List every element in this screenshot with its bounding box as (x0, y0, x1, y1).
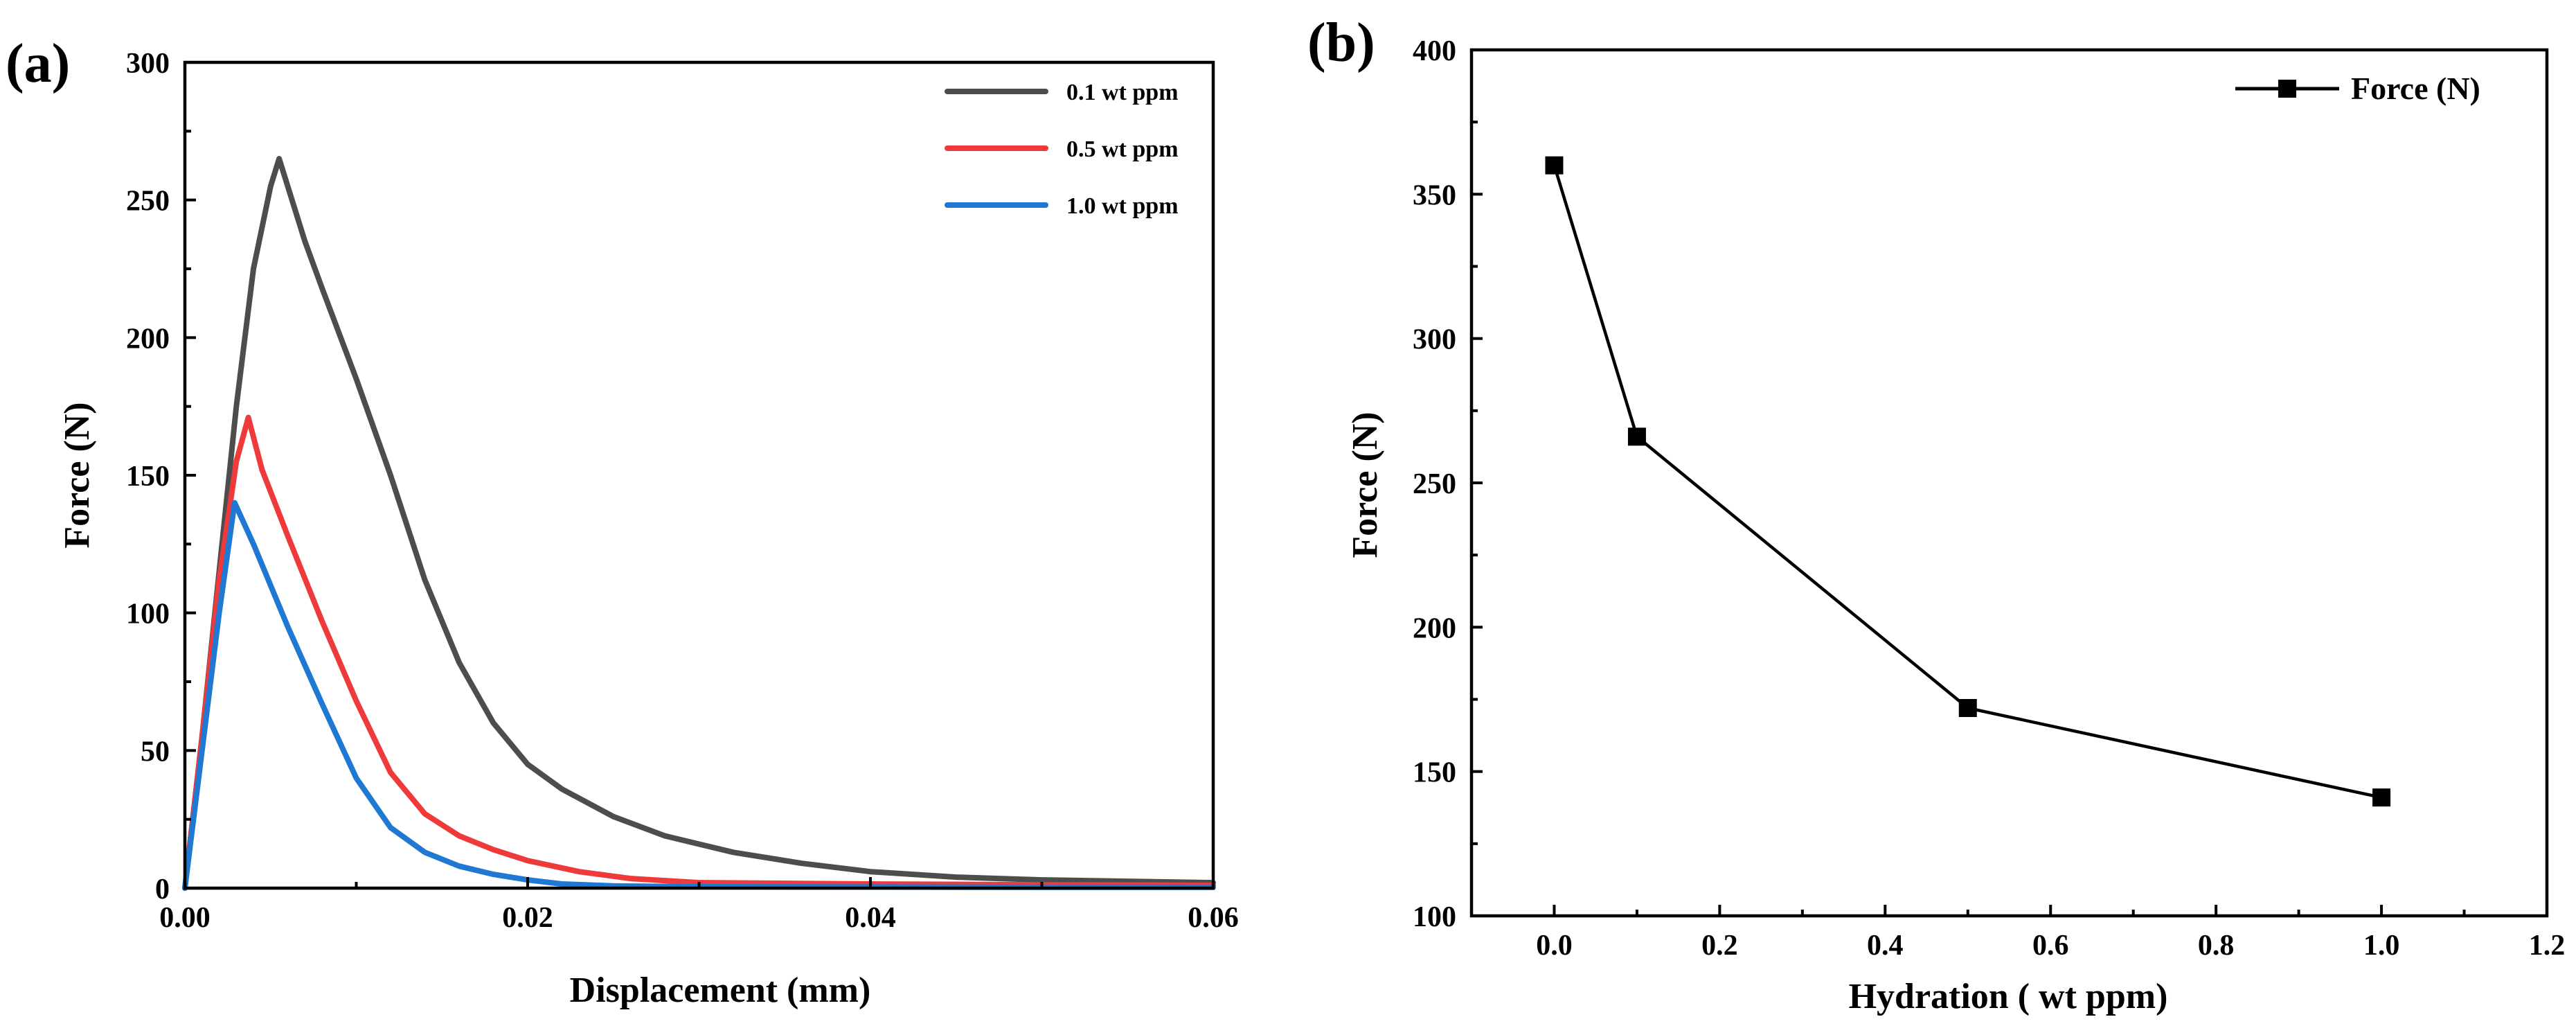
panel-a-x-tick-label: 0.02 (502, 902, 553, 934)
panel-b-y-tick-label: 250 (1413, 468, 1456, 500)
panel-b-x-tick-label: 0.0 (1536, 930, 1573, 962)
panel-b-x-tick-label: 0.8 (2198, 930, 2235, 962)
panel-b-y-tick-label: 350 (1413, 179, 1456, 211)
panel-a-x-axis-title: Displacement (mm) (570, 971, 871, 1010)
panel-a-series-group (182, 156, 1216, 891)
panel-b-x-axis-title: Hydration ( wt ppm) (1849, 977, 2168, 1016)
panel-b-legend-label: Force (N) (2351, 71, 2480, 106)
panel-b-data-point (1958, 699, 1977, 717)
panel-b-x-tick-label: 1.0 (2363, 930, 2400, 962)
panel-a-legend-label: 0.5 wt ppm (1066, 136, 1179, 162)
panel-b-x-tick-label: 0.4 (1867, 930, 1904, 962)
panel-a-y-tick-label: 50 (141, 736, 170, 768)
panel-b-series-line (1553, 165, 2382, 799)
panel-b-label: (b) (1307, 12, 1375, 73)
panel-b-data-point (1545, 156, 1564, 175)
panel-b-legend: Force (N) (2235, 71, 2480, 106)
panel-b-legend-swatch-marker (2278, 80, 2296, 98)
panel-a-series-line-2 (182, 414, 1216, 891)
panel-b-x-tick-label: 0.6 (2032, 930, 2069, 962)
panel-a-legend-label: 1.0 wt ppm (1066, 193, 1179, 219)
panel-a-x-tick-label: 0.04 (845, 902, 896, 934)
panel-a-legend-label: 0.1 wt ppm (1066, 80, 1179, 105)
panel-a: (a) 0.00 0.02 0.04 0.06 0 50 100 150 200 250 300 0… (6, 33, 1239, 1010)
panel-b-series-group (1545, 156, 2391, 807)
panel-a-y-axis-title: Force (N) (57, 402, 97, 548)
panel-b-y-axis-title: Force (N) (1345, 412, 1385, 558)
panel-b-y-tick-label: 100 (1413, 901, 1456, 933)
panel-b: (b) 0.0 0.2 0.4 0.6 0.8 1.0 1.2 100 150 200 250 300… (1307, 12, 2565, 1016)
panel-a-series-line-1 (182, 156, 1216, 891)
panel-a-ticks: 0.00 0.02 0.04 0.06 0 50 100 150 200 250 300 (126, 48, 1239, 934)
panel-a-y-tick-label: 100 (126, 599, 170, 630)
panel-a-x-tick-label: 0.06 (1188, 902, 1239, 934)
panel-b-y-tick-label: 300 (1413, 324, 1456, 356)
panel-a-legend: 0.1 wt ppm 0.5 wt ppm 1.0 wt ppm (945, 80, 1179, 219)
panel-a-y-tick-label: 250 (126, 186, 170, 218)
panel-b-y-tick-label: 150 (1413, 757, 1456, 789)
panel-b-y-tick-label: 200 (1413, 612, 1456, 644)
panel-b-data-point (1627, 427, 1646, 446)
panel-b-x-tick-label: 0.2 (1701, 930, 1738, 962)
panel-a-y-tick-label: 150 (126, 461, 170, 493)
panel-b-data-point (2372, 788, 2391, 807)
panel-a-plot-frame (183, 60, 1215, 890)
panel-b-y-tick-label: 400 (1413, 35, 1456, 67)
panel-a-label: (a) (6, 33, 70, 94)
panel-a-x-tick-label: 0.00 (159, 902, 211, 934)
panel-a-series-line-3 (182, 499, 1216, 891)
panel-b-ticks: 0.0 0.2 0.4 0.6 0.8 1.0 1.2 100 150 200 250 300 350 4… (1413, 35, 2565, 962)
panel-a-y-tick-label: 0 (155, 874, 170, 905)
panel-b-plot-frame (1469, 48, 2549, 918)
panel-a-y-tick-label: 200 (126, 323, 170, 355)
panel-a-y-tick-label: 300 (126, 48, 170, 80)
panel-b-x-tick-label: 1.2 (2529, 930, 2566, 962)
